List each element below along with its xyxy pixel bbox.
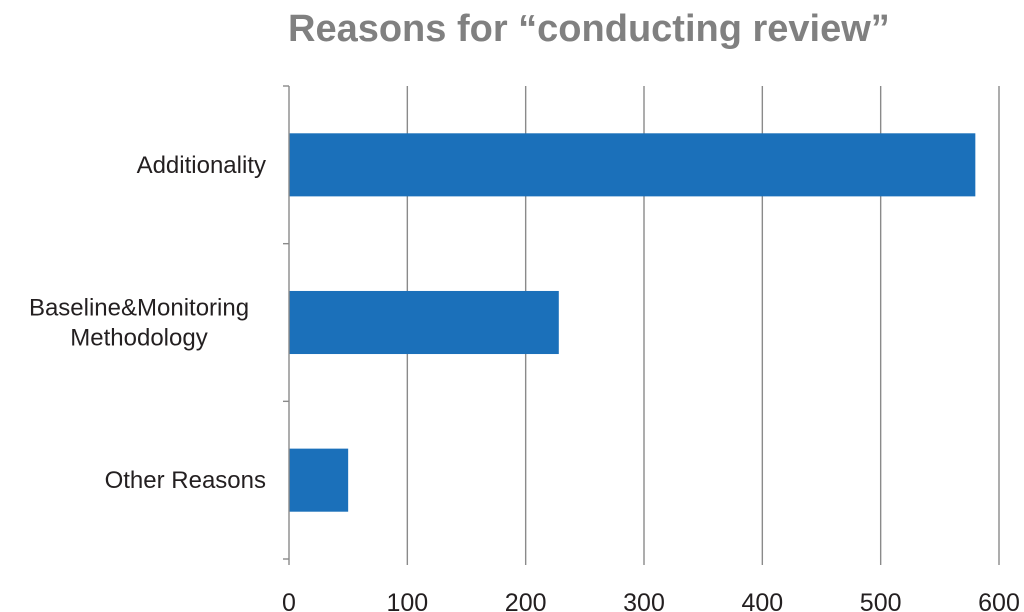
x-tick-labels: 0 100 200 300 400 500 600 (282, 589, 1020, 612)
chart-title: Reasons for “conducting review” (288, 8, 890, 50)
x-tick-label: 0 (282, 589, 296, 612)
bars (289, 133, 976, 512)
x-tick-label: 200 (505, 589, 547, 612)
category-label: Baseline&Monitoring Methodology (29, 295, 249, 352)
category-label-line: Other Reasons (105, 467, 266, 494)
x-tick-label: 500 (860, 589, 902, 612)
x-tick-label: 400 (741, 589, 783, 612)
bar (289, 448, 349, 512)
category-label: Other Reasons (105, 467, 266, 494)
category-label: Additionality (137, 152, 266, 179)
category-label-line: Additionality (137, 152, 266, 179)
category-label-line: Baseline&Monitoring (29, 295, 249, 322)
x-tick-label: 100 (386, 589, 428, 612)
category-labels: Additionality Baseline&Monitoring Methodol… (29, 152, 266, 494)
category-label-line: Methodology (70, 325, 207, 352)
bar (289, 290, 559, 355)
axes (283, 85, 1000, 565)
x-tick-label: 300 (623, 589, 665, 612)
bar (289, 133, 976, 197)
x-tick-label: 600 (978, 589, 1020, 612)
